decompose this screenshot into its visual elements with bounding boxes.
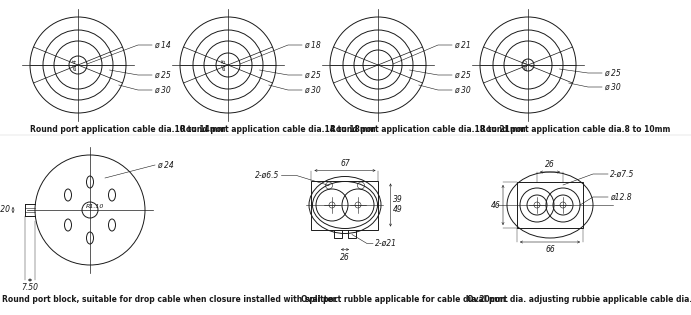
Text: Round port application cable dia.14 to 18mm: Round port application cable dia.14 to 1… (180, 125, 376, 134)
Text: ø10: ø10 (524, 59, 529, 71)
Text: ø14: ø14 (73, 59, 78, 71)
Text: 49: 49 (392, 205, 402, 215)
Text: ø 30: ø 30 (304, 85, 321, 94)
Text: Round port application cable dia.10 to 14mm: Round port application cable dia.10 to 1… (30, 125, 225, 134)
Text: 2.20: 2.20 (0, 205, 11, 215)
Bar (312, 180, 379, 230)
Text: ø12.8: ø12.8 (610, 192, 632, 202)
Text: ø 30: ø 30 (604, 83, 621, 91)
Text: 2-ø21: 2-ø21 (375, 239, 397, 248)
Text: Round port application cable dia.18 to 21mm: Round port application cable dia.18 to 2… (330, 125, 526, 134)
Text: 2-ø7.5: 2-ø7.5 (610, 169, 634, 179)
Text: ø 21: ø 21 (454, 41, 471, 49)
Bar (334, 230, 342, 238)
Text: ø 25: ø 25 (154, 71, 171, 79)
Text: R1.10: R1.10 (86, 204, 104, 209)
Text: ø 24: ø 24 (157, 161, 173, 169)
Text: ø 25: ø 25 (304, 71, 321, 79)
Text: 66: 66 (545, 245, 555, 254)
Text: Oval port rubble applicable for cable dia.20mm.: Oval port rubble applicable for cable di… (301, 295, 509, 304)
Bar (348, 230, 356, 238)
Text: ø 18: ø 18 (304, 41, 321, 49)
Text: 26: 26 (545, 160, 555, 169)
Text: Oval port dia. adjusting rubbie applicable cable dia.8-12.8mm.: Oval port dia. adjusting rubbie applicab… (467, 295, 691, 304)
Text: ø 25: ø 25 (454, 71, 471, 79)
Text: Round port block, suitable for drop cable when closure installed with splitter.: Round port block, suitable for drop cabl… (2, 295, 338, 304)
Bar (517, 182, 583, 228)
Text: ø 30: ø 30 (454, 85, 471, 94)
Text: ø 25: ø 25 (604, 68, 621, 77)
Text: ø 14: ø 14 (154, 41, 171, 49)
Text: ø 30: ø 30 (154, 85, 171, 94)
Text: 2-ø6.5: 2-ø6.5 (255, 171, 279, 180)
Text: 46: 46 (491, 201, 501, 209)
Text: 26: 26 (340, 253, 350, 261)
Text: Round port application cable dia.8 to 10mm: Round port application cable dia.8 to 10… (480, 125, 670, 134)
Text: 39: 39 (392, 196, 402, 204)
Text: ø18: ø18 (222, 59, 227, 71)
Text: 7.50: 7.50 (21, 283, 39, 292)
Text: 67: 67 (340, 158, 350, 168)
